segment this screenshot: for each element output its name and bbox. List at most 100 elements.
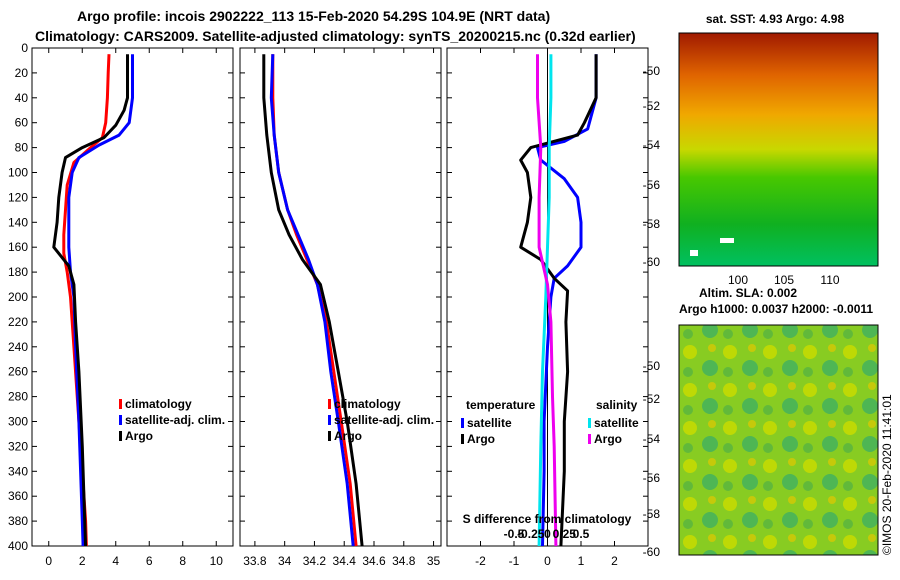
difference-series-s-satellite xyxy=(537,54,553,547)
salinity-xtick-label: 34.8 xyxy=(392,554,416,568)
salinity-series-argo xyxy=(262,54,364,547)
temperature-legend-label: climatology xyxy=(125,397,192,411)
salinity-legend-swatch xyxy=(328,399,331,409)
depth-tick-label: 40 xyxy=(15,91,29,105)
temperature-xtick-label: 0 xyxy=(45,554,52,568)
salinity-frame xyxy=(239,47,442,547)
temperature-xtick-label: 8 xyxy=(179,554,186,568)
difference-xtick-label: -1 xyxy=(509,554,520,568)
sst-map-image xyxy=(678,32,879,267)
depth-tick-label: 360 xyxy=(8,489,28,503)
depth-tick-label: 200 xyxy=(8,290,28,304)
depth-tick-label: 240 xyxy=(8,340,28,354)
salinity-series-climatology xyxy=(271,54,358,547)
temperature-legend-swatch xyxy=(119,431,122,441)
sst-xtick-label: 110 xyxy=(820,273,839,287)
sla-map-panel: Altim. SLA: 0.002 Argo h1000: 0.0037 h20… xyxy=(643,286,879,559)
sla-title-line-1: Altim. SLA: 0.002 xyxy=(699,286,797,300)
diff-legend-label: Argo xyxy=(594,432,622,446)
sst-ytick-label: -54 xyxy=(643,138,661,152)
depth-tick-label: 20 xyxy=(15,66,29,80)
salinity-xtick-label: 34 xyxy=(278,554,292,568)
sst-land-mask xyxy=(690,250,698,256)
sla-ytick-label: -58 xyxy=(643,507,661,521)
temperature-series-argo xyxy=(52,54,129,547)
temperature-xtick-label: 2 xyxy=(79,554,86,568)
diff-legend-label: satellite xyxy=(467,416,512,430)
imos-watermark: ©IMOS 20-Feb-2020 11:41:01 xyxy=(880,394,894,555)
s-diff-tick-label: 0 xyxy=(544,527,551,541)
salinity-xtick-label: 33.8 xyxy=(243,554,267,568)
sst-ytick-label: -52 xyxy=(643,99,661,113)
depth-tick-label: 340 xyxy=(8,464,28,478)
temperature-series-climatology xyxy=(62,54,111,547)
s-diff-tick-label: -0.5 xyxy=(504,527,525,541)
depth-tick-label: 300 xyxy=(8,415,28,429)
diff-legend-label: Argo xyxy=(467,432,495,446)
salinity-legend-label: satellite-adj. clim. xyxy=(334,413,434,427)
diff-legend-swatch xyxy=(461,434,464,444)
salinity-legend-label: climatology xyxy=(334,397,401,411)
difference-series-s-argo xyxy=(536,54,558,547)
diff-legend-label: satellite xyxy=(594,416,639,430)
diff-legend-title-salinity: salinity xyxy=(596,398,638,412)
salinity-legend-label: Argo xyxy=(334,429,362,443)
sst-ytick-label: -50 xyxy=(643,64,661,78)
sst-ytick-label: -58 xyxy=(643,217,661,231)
sst-ytick-label: -60 xyxy=(643,255,661,269)
difference-xtick-label: 1 xyxy=(578,554,585,568)
salinity-legend-swatch xyxy=(328,415,331,425)
diff-legend-swatch xyxy=(588,418,591,428)
temperature-legend-label: Argo xyxy=(125,429,153,443)
temperature-xtick-label: 6 xyxy=(146,554,153,568)
difference-xtick-label: -2 xyxy=(475,554,486,568)
depth-tick-label: 180 xyxy=(8,265,28,279)
salinity-xtick-label: 34.6 xyxy=(362,554,386,568)
depth-tick-label: 100 xyxy=(8,166,28,180)
diff-legend-title-temperature: temperature xyxy=(466,398,536,412)
depth-tick-label: 60 xyxy=(15,116,29,130)
s-diff-tick-label: 0.25 xyxy=(553,527,577,541)
depth-tick-label: 260 xyxy=(8,365,28,379)
temperature-frame xyxy=(31,47,234,547)
sla-ytick-label: -60 xyxy=(643,545,661,559)
difference-xtick-label: 0 xyxy=(544,554,551,568)
salinity-xtick-label: 34.2 xyxy=(303,554,327,568)
s-diff-tick-label: -0.25 xyxy=(517,527,545,541)
diff-legend-swatch xyxy=(461,418,464,428)
sst-xtick-label: 105 xyxy=(774,273,794,287)
sla-map-image xyxy=(678,324,879,556)
sst-ytick-label: -56 xyxy=(643,178,661,192)
title-line-2: Climatology: CARS2009. Satellite-adjuste… xyxy=(35,28,636,44)
temperature-series-satellite-adj-clim- xyxy=(67,54,134,547)
depth-tick-label: 220 xyxy=(8,315,28,329)
temperature-legend-swatch xyxy=(119,399,122,409)
difference-series-t-satellite xyxy=(536,54,598,547)
temperature-legend-label: satellite-adj. clim. xyxy=(125,413,225,427)
salinity-legend-swatch xyxy=(328,431,331,441)
temperature-xtick-label: 4 xyxy=(112,554,119,568)
depth-tick-label: 140 xyxy=(8,215,28,229)
temperature-panel: 0204060801001201401601802002202402602803… xyxy=(8,41,234,568)
temperature-legend-swatch xyxy=(119,415,122,425)
salinity-xtick-label: 35 xyxy=(427,554,441,568)
depth-tick-label: 380 xyxy=(8,514,28,528)
s-diff-axis-label: S difference from climatology xyxy=(463,512,632,526)
depth-tick-label: 280 xyxy=(8,390,28,404)
sst-map-panel: sat. SST: 4.93 Argo: 4.98 -50 -52 -54 -5… xyxy=(643,12,879,287)
difference-series-t-argo xyxy=(519,54,598,547)
sla-ytick-label: -54 xyxy=(643,432,661,446)
s-diff-tick-label: 0.5 xyxy=(573,527,590,541)
title-line-1: Argo profile: incois 2902222_113 15-Feb-… xyxy=(77,8,551,24)
diff-legend-swatch xyxy=(588,434,591,444)
depth-tick-label: 0 xyxy=(21,41,28,55)
depth-tick-label: 80 xyxy=(15,141,29,155)
sst-land-mask xyxy=(720,238,734,243)
difference-panel: -2 -1 0 1 2 temperature salinity satellite Argo s… xyxy=(446,47,649,568)
depth-tick-label: 120 xyxy=(8,190,28,204)
temperature-xtick-label: 10 xyxy=(210,554,224,568)
sla-title-line-2: Argo h1000: 0.0037 h2000: -0.0011 xyxy=(679,302,873,316)
salinity-panel: 33.8 34 34.2 34.4 34.6 34.8 35 climatology satel… xyxy=(239,47,442,568)
